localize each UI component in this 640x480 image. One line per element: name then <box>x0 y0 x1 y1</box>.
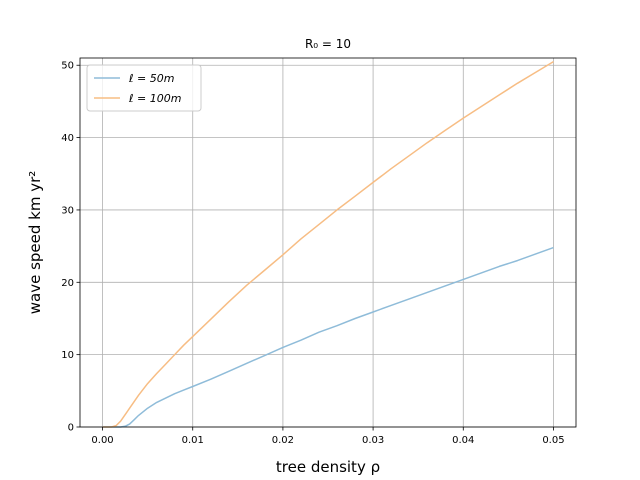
y-tick-label: 40 <box>61 133 74 144</box>
x-tick-label: 0.01 <box>182 435 204 446</box>
grid-layer <box>80 58 576 428</box>
legend-label-1: ℓ = 100m <box>128 92 181 105</box>
x-tick-label: 0.04 <box>452 435 474 446</box>
series-layer <box>102 60 554 428</box>
y-tick-label: 10 <box>61 350 74 361</box>
legend: ℓ = 50m ℓ = 100m <box>86 64 202 112</box>
tick-layer: 0.00 0.01 0.02 0.03 0.04 0.05 0 10 20 30 40 50 <box>61 61 564 446</box>
series-line-1 <box>102 60 554 428</box>
y-tick-label: 20 <box>61 278 74 289</box>
x-axis-label: tree density ρ <box>276 458 380 476</box>
x-tick-label: 0.05 <box>542 435 564 446</box>
x-tick-label: 0.03 <box>362 435 384 446</box>
x-tick-label: 0.02 <box>272 435 294 446</box>
chart-title: R₀ = 10 <box>305 37 351 51</box>
y-tick-label: 30 <box>61 205 74 216</box>
y-tick-label: 50 <box>61 61 74 72</box>
y-tick-label: 0 <box>68 423 74 434</box>
plot-frame <box>79 57 577 428</box>
y-axis-label: wave speed km yr² <box>26 171 44 315</box>
legend-box <box>86 64 202 112</box>
series-line-0 <box>102 246 554 428</box>
x-tick-label: 0.00 <box>91 435 113 446</box>
legend-label-0: ℓ = 50m <box>128 72 174 85</box>
